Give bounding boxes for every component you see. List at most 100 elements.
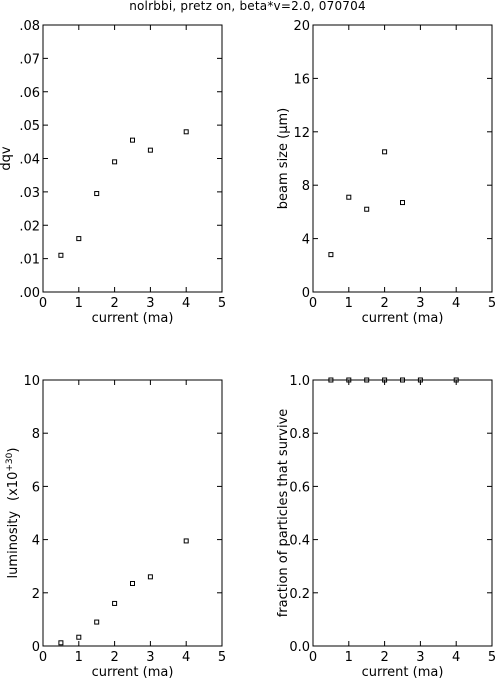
luminosity-data-point [130, 580, 135, 586]
luminosity-x-tick-label: 4 [182, 650, 190, 665]
survival-y-tick-label: 0.0 [289, 640, 310, 655]
luminosity-x-tick-label: 3 [146, 650, 154, 665]
luminosity-data-point [58, 640, 64, 646]
dqv-data-point [76, 236, 82, 242]
luminosity-x-tick-label: 5 [218, 650, 226, 665]
beam-size-y-tick-label: 0 [302, 286, 310, 301]
survival-x-tick-label: 1 [345, 650, 353, 665]
dqv-y-tick-label: .01 [19, 253, 40, 268]
dqv-data-point [58, 252, 64, 258]
survival-x-tick-label: 0 [309, 650, 317, 665]
dqv-data-point [130, 137, 135, 143]
luminosity-y-axis-label-text: luminosity [6, 511, 21, 579]
survival-x-axis-label: current (ma) [362, 665, 444, 679]
survival-y-tick-label: 0.2 [289, 587, 310, 602]
luminosity-y-tick-label: 6 [32, 480, 40, 495]
survival-y-tick-label: 1.0 [289, 374, 310, 389]
luminosity-y-axis-unit-close: ) [6, 448, 21, 453]
dqv-y-tick-label: .03 [19, 186, 40, 201]
luminosity-y-tick-label: 8 [32, 427, 40, 442]
dqv-y-tick-label: .04 [19, 153, 40, 168]
survival-x-tick-label: 2 [380, 650, 388, 665]
dqv-data-point [112, 159, 118, 165]
dqv-y-tick-label: .07 [19, 52, 40, 67]
luminosity-x-axis-label: current (ma) [92, 665, 174, 679]
luminosity-y-axis-unit-exponent: +30 [5, 452, 15, 471]
survival-data-point [400, 377, 405, 383]
dqv-panel: 0 1 2 3 4 5 .00 .01 .02 .03 .04 .05 .06 .07 .08 current… [0, 19, 226, 326]
survival-y-axis-label-text: fraction of particles that survive [276, 409, 291, 618]
dqv-x-tick-label: 1 [75, 296, 83, 311]
beam-size-x-tick-label: 4 [452, 296, 460, 311]
luminosity-y-axis-label: luminosity (x10+30) [5, 448, 21, 579]
dqv-data-point [94, 191, 100, 197]
luminosity-data-point [147, 574, 153, 580]
survival-x-tick-label: 4 [452, 650, 460, 665]
survival-y-tick-label: 0.6 [289, 480, 310, 495]
luminosity-data-point [94, 619, 100, 625]
dqv-y-tick-label: .00 [19, 286, 40, 301]
survival-data-point [328, 377, 334, 383]
dqv-y-tick-label: .06 [19, 86, 40, 101]
beam-size-data-point [400, 200, 405, 206]
beam-size-y-axis-label: beam size (μm) [276, 108, 291, 209]
survival-x-tick-label: 3 [416, 650, 424, 665]
luminosity-data-point [76, 634, 82, 640]
survival-data-point [364, 377, 370, 383]
luminosity-panel: 0 1 2 3 4 5 0 2 4 6 8 10 current (ma) luminosity (x10+… [5, 374, 226, 679]
dqv-x-tick-label: 0 [39, 296, 47, 311]
luminosity-data-point [183, 538, 189, 544]
survival-x-tick-label: 5 [488, 650, 495, 665]
dqv-y-axis-label: dqv [0, 146, 14, 171]
dqv-x-tick-label: 3 [146, 296, 154, 311]
dqv-data-point [183, 129, 189, 135]
luminosity-data-point [112, 600, 118, 606]
dqv-y-tick-label: .05 [19, 119, 40, 134]
survival-y-tick-label: 0.4 [289, 534, 310, 549]
luminosity-y-tick-label: 4 [32, 534, 40, 549]
beam-size-y-tick-label: 8 [302, 179, 310, 194]
dqv-x-axis-label: current (ma) [92, 311, 174, 326]
dqv-y-axis-label-text: dqv [0, 146, 14, 171]
survival-y-axis-label: fraction of particles that survive [276, 409, 291, 618]
beam-size-y-axis-label-text: beam size (μm) [276, 108, 291, 209]
beam-size-y-tick-label: 20 [293, 19, 310, 34]
beam-size-x-axis-label: current (ma) [362, 311, 444, 326]
luminosity-y-tick-label: 2 [32, 587, 40, 602]
luminosity-y-tick-label: 10 [23, 374, 40, 389]
survival-fraction-panel: 0 1 2 3 4 5 0.0 0.2 0.4 0.6 0.8 1.0 current (ma) frac… [276, 374, 495, 679]
luminosity-x-tick-label: 0 [39, 650, 47, 665]
luminosity-x-tick-label: 2 [110, 650, 118, 665]
luminosity-x-tick-label: 1 [75, 650, 83, 665]
beam-size-x-tick-label: 0 [309, 296, 317, 311]
dqv-x-tick-label: 4 [182, 296, 190, 311]
dqv-plot-frame [42, 24, 223, 293]
dqv-y-tick-label: .08 [19, 19, 40, 34]
survival-data-point [346, 377, 352, 383]
beam-size-x-tick-label: 2 [380, 296, 388, 311]
beam-size-plot-frame [312, 24, 493, 293]
beam-size-x-tick-label: 5 [488, 296, 495, 311]
dqv-x-tick-label: 5 [218, 296, 226, 311]
beam-size-y-tick-label: 12 [293, 126, 310, 141]
beam-size-x-tick-label: 3 [416, 296, 424, 311]
dqv-data-point [147, 147, 153, 153]
figure-title: nolrbbi, pretz on, beta*v=2.0, 070704 [129, 0, 366, 13]
beam-size-data-point [346, 194, 352, 200]
beam-size-y-tick-label: 4 [302, 233, 310, 248]
survival-data-point [382, 377, 388, 383]
luminosity-plot-frame [42, 379, 223, 647]
beam-size-data-point [328, 252, 334, 258]
dqv-y-tick-label: .02 [19, 219, 40, 234]
survival-data-point [417, 377, 423, 383]
dqv-x-tick-label: 2 [110, 296, 118, 311]
survival-data-point [453, 377, 459, 383]
beam-size-y-tick-label: 16 [293, 72, 310, 87]
luminosity-y-tick-label: 0 [32, 640, 40, 655]
survival-y-tick-label: 0.8 [289, 427, 310, 442]
survival-plot-frame [312, 379, 493, 647]
beam-size-data-point [364, 206, 370, 212]
luminosity-y-axis-unit: (x10 [6, 472, 21, 501]
